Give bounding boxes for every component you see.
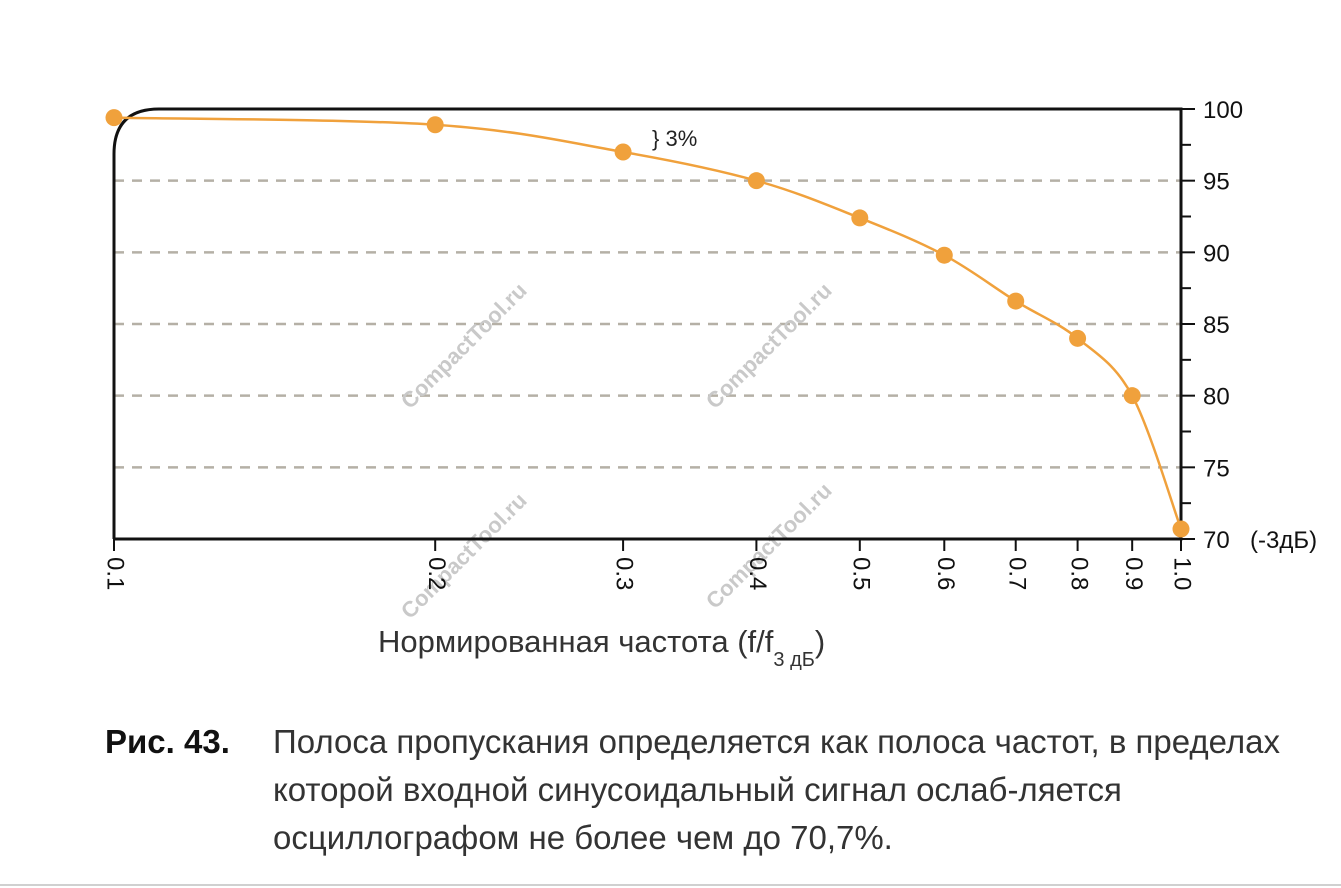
watermark-text: CompactTool.ru [701, 478, 837, 614]
plot-frame [112, 107, 1183, 541]
y-tick-label: 100 [1203, 97, 1243, 124]
x-tick-label: 0.1 [102, 557, 129, 590]
caption-number: Рис. 43. [105, 723, 230, 760]
tolerance-annotation: } 3% [652, 126, 697, 151]
y-tick-label: 90 [1203, 240, 1230, 267]
x-axis-title-main: Нормированная частота (f/f [378, 624, 774, 659]
x-tick-label: 0.4 [744, 557, 771, 590]
watermark-text: CompactTool.ru [396, 278, 532, 414]
data-point [1007, 292, 1025, 310]
x-axis-title: Нормированная частота (f/f3 дБ) [378, 624, 825, 671]
data-point [747, 172, 765, 190]
x-tick-label: 0.2 [423, 557, 450, 590]
watermark-text: CompactTool.ru [701, 278, 837, 414]
x-tick-label: 0.3 [611, 557, 638, 590]
y-tick-label: 85 [1203, 312, 1230, 339]
caption-text: Полоса пропускания определяется как поло… [273, 723, 1281, 856]
x-tick-label: 0.7 [1003, 557, 1030, 590]
data-point [1172, 520, 1190, 538]
y-tick-label: 75 [1203, 455, 1230, 482]
x-tick-label: 1.0 [1169, 557, 1196, 590]
x-tick-label: 0.8 [1065, 557, 1092, 590]
x-axis-title-close: ) [815, 624, 825, 659]
x-tick-label: 0.6 [932, 557, 959, 590]
data-point [935, 246, 953, 264]
data-point [426, 116, 444, 134]
bottom-divider [0, 884, 1341, 886]
data-point [105, 109, 123, 127]
grid-lines [114, 179, 1181, 469]
y-tick-label: 95 [1203, 169, 1230, 196]
data-point [1123, 387, 1141, 405]
y-tick-label: 80 [1203, 384, 1230, 411]
x-tick-label: 0.9 [1120, 557, 1147, 590]
y-extra-label: (-3дБ) [1250, 527, 1317, 554]
watermark-text: CompactTool.ru [396, 488, 532, 624]
x-axis-title-subscript: 3 дБ [773, 649, 814, 671]
x-axis: 0.1 0.2 0.3 0.4 0.5 0.6 0.7 0.8 0.9 1.0 [102, 539, 1196, 590]
y-tick-label: 70 [1203, 527, 1230, 554]
y-axis: 70 75 80 85 90 95 100 [1181, 97, 1243, 554]
figure-caption: Рис. 43. Полоса пропускания определяется… [105, 718, 1325, 862]
data-point [851, 209, 869, 227]
bandwidth-chart: CompactTool.ru CompactTool.ru CompactTool.… [102, 97, 1317, 671]
data-point [1069, 329, 1087, 347]
data-point [614, 143, 632, 161]
x-tick-label: 0.5 [847, 557, 874, 590]
series-points [105, 109, 1190, 538]
